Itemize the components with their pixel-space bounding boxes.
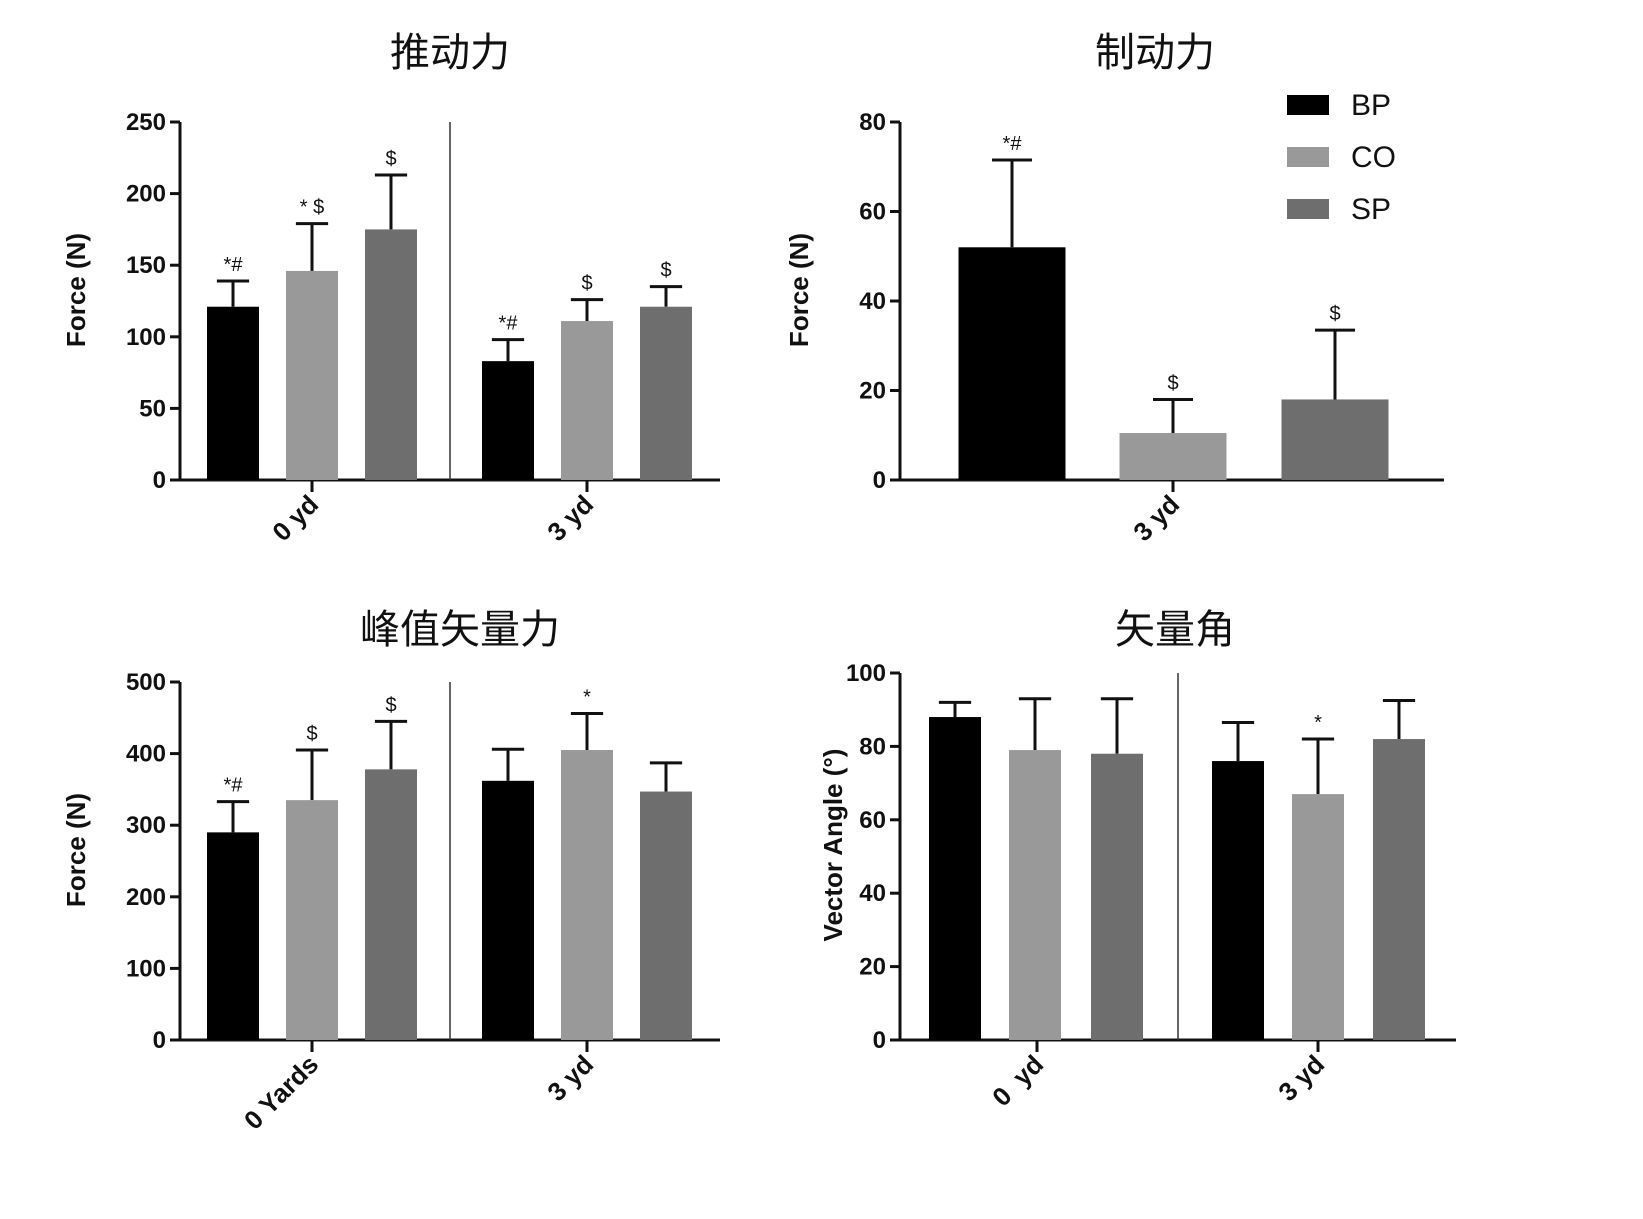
y-tick-label: 80 — [859, 733, 886, 760]
y-tick-label: 200 — [126, 181, 166, 208]
y-tick-label: 400 — [126, 741, 166, 768]
bar-bp — [1212, 761, 1264, 1040]
significance-marker: $ — [660, 260, 671, 282]
y-tick-label: 50 — [139, 395, 166, 422]
y-tick-label: 80 — [859, 109, 886, 136]
chart-panel-2: 制动力 Force (N) 0 20 40 60 80 *# $ $3 yd — [784, 31, 1444, 547]
significance-marker: * $ — [300, 197, 324, 219]
y-tick-label: 40 — [859, 288, 886, 315]
significance-marker: $ — [581, 273, 592, 295]
legend-swatch-sp — [1287, 199, 1329, 219]
x-category-label: 0 Yards — [238, 1049, 324, 1135]
x-category-label: 0 yd — [266, 489, 324, 547]
legend: BP CO SP — [1287, 89, 1396, 226]
chart-panel-4: 矢量角 Vector Angle (°) 0 20 40 60 80 100 0 yd * 3 yd — [818, 608, 1456, 1112]
y-tick-label: 0 — [873, 467, 886, 494]
y-tick-label: 60 — [859, 807, 886, 834]
y-tick-label: 0 — [153, 1027, 166, 1054]
significance-marker: $ — [385, 694, 396, 716]
x-category-label: 3 yd — [1272, 1049, 1330, 1107]
y-axis-label: Force (N) — [61, 793, 91, 907]
significance-marker: * — [1314, 712, 1322, 734]
significance-marker: $ — [1167, 372, 1178, 394]
bar-co — [1009, 750, 1061, 1040]
legend-swatch-bp — [1287, 95, 1329, 115]
bar-co — [561, 321, 613, 480]
x-category-label: 3 yd — [541, 489, 599, 547]
bar-sp — [1281, 399, 1389, 480]
y-tick-label: 100 — [846, 660, 886, 687]
x-category-label: 3 yd — [541, 1049, 599, 1107]
significance-marker: $ — [1329, 303, 1340, 325]
legend-label-sp: SP — [1351, 193, 1391, 226]
bar-bp — [482, 361, 534, 480]
bar-sp — [365, 229, 417, 480]
bar-co — [286, 270, 338, 480]
bar-co — [561, 750, 613, 1040]
y-tick-label: 500 — [126, 669, 166, 696]
bar-bp — [929, 717, 981, 1040]
significance-marker: *# — [224, 254, 244, 276]
y-tick-label: 40 — [859, 880, 886, 907]
significance-marker: *# — [499, 313, 519, 335]
y-tick-label: 300 — [126, 812, 166, 839]
y-tick-label: 100 — [126, 324, 166, 351]
y-tick-label: 20 — [859, 954, 886, 981]
significance-marker: $ — [385, 148, 396, 170]
bar-bp — [482, 780, 534, 1040]
y-axis-label: Force (N) — [61, 233, 91, 347]
y-axis-label: Force (N) — [784, 233, 814, 347]
bar-co — [1292, 794, 1344, 1040]
significance-marker: * — [583, 687, 591, 709]
legend-label-bp: BP — [1351, 89, 1391, 122]
significance-marker: *# — [224, 775, 244, 797]
y-axis-label: Vector Angle (°) — [818, 749, 848, 942]
legend-swatch-co — [1287, 147, 1329, 167]
chart-title: 矢量角 — [1115, 608, 1235, 652]
legend-label-co: CO — [1351, 141, 1396, 174]
bar-sp — [1373, 739, 1425, 1040]
y-tick-label: 0 — [153, 467, 166, 494]
bar-bp — [207, 832, 259, 1040]
significance-marker: *# — [1003, 133, 1023, 155]
chart-title: 峰值矢量力 — [360, 608, 560, 652]
x-category-label: 3 yd — [1127, 489, 1185, 547]
chart-panel-3: 峰值矢量力 Force (N) 0 100 200 300 400 500 *# $ $0 Yard… — [61, 608, 720, 1135]
bar-sp — [640, 306, 692, 480]
x-category-label: 0 yd — [986, 1049, 1049, 1112]
bar-co — [286, 800, 338, 1040]
bar-sp — [640, 791, 692, 1040]
bar-sp — [365, 769, 417, 1040]
bar-bp — [958, 247, 1066, 480]
chart-title: 制动力 — [1095, 31, 1215, 75]
bar-co — [1119, 433, 1227, 480]
y-tick-label: 0 — [873, 1027, 886, 1054]
y-tick-label: 60 — [859, 199, 886, 226]
chart-panel-1: 推动力 Force (N) 0 50 100 150 200 250 *# * $ $0 yd *# $… — [61, 31, 720, 547]
bar-sp — [1091, 753, 1143, 1040]
y-tick-label: 200 — [126, 884, 166, 911]
y-tick-label: 150 — [126, 252, 166, 279]
significance-marker: $ — [306, 723, 317, 745]
y-tick-label: 100 — [126, 955, 166, 982]
bar-bp — [207, 306, 259, 480]
y-tick-label: 250 — [126, 109, 166, 136]
y-tick-label: 20 — [859, 378, 886, 405]
chart-title: 推动力 — [390, 31, 510, 75]
